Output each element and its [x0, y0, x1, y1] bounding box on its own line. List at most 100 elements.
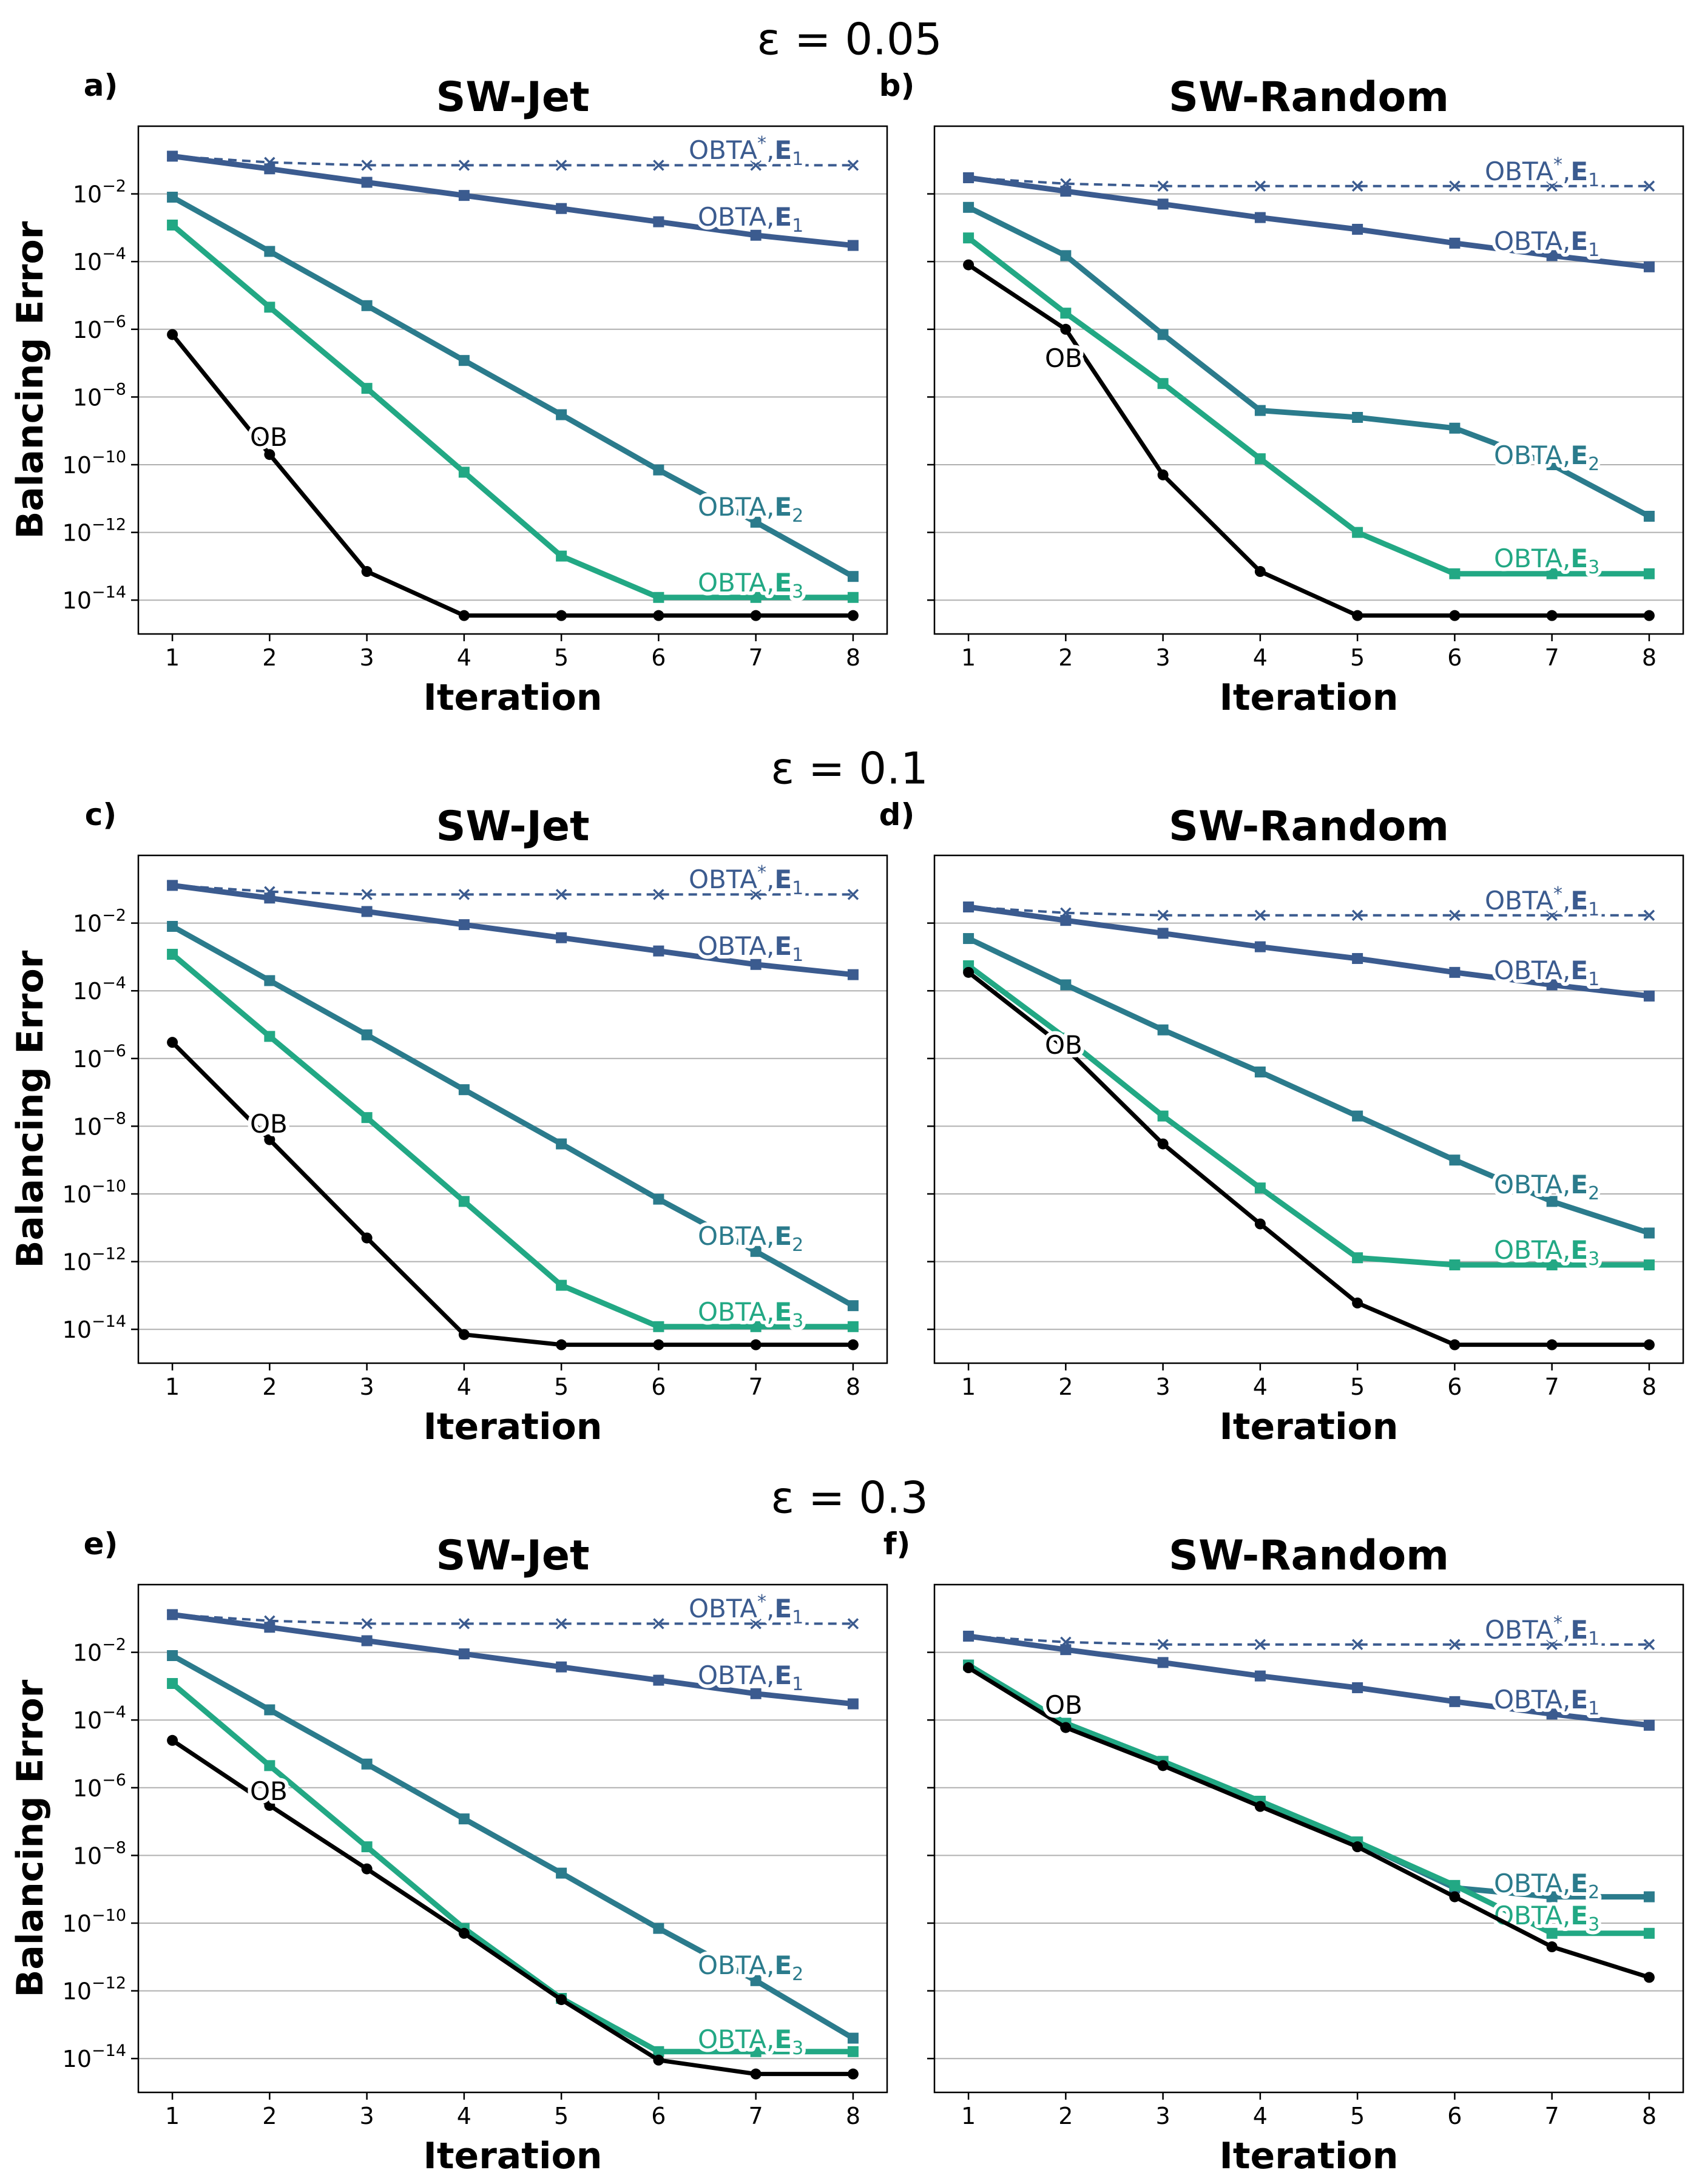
y-tick-label: 10−10 [62, 1177, 126, 1208]
data-point [555, 1618, 567, 1630]
data-point [750, 889, 762, 900]
data-point [361, 1618, 373, 1630]
x-tick-label: 4 [1253, 1373, 1268, 1400]
series-label-obta_e2: OBTA,E2 [1494, 1170, 1599, 1204]
x-axis-label: Iteration [424, 1406, 603, 1448]
y-tick-label: 10−8 [73, 1109, 126, 1140]
data-point [264, 302, 275, 313]
x-tick-label: 6 [1447, 644, 1462, 671]
data-point [1157, 329, 1169, 340]
data-point [1546, 1339, 1558, 1350]
data-point [1643, 1259, 1655, 1271]
data-point [1352, 952, 1363, 964]
data-point [1546, 1639, 1558, 1650]
data-point [1449, 909, 1461, 921]
data-point [555, 889, 567, 900]
data-point [361, 906, 373, 917]
y-tick-label: 10−8 [73, 380, 126, 411]
series-obta_e2: OBTA,E2 [167, 192, 859, 582]
data-point [1449, 1259, 1461, 1271]
data-point [1352, 1252, 1363, 1264]
data-point [458, 919, 470, 931]
data-point [750, 959, 762, 970]
series-obta_star_e1: OBTA*,E1 [962, 150, 1655, 195]
data-point [963, 933, 974, 945]
data-point [556, 409, 567, 420]
y-tick-label: 10−12 [62, 1245, 126, 1276]
data-point [963, 901, 974, 912]
x-tick-label: 3 [1156, 2103, 1170, 2129]
data-point [1254, 1182, 1266, 1194]
data-point [556, 1279, 567, 1291]
x-tick-label: 7 [749, 1373, 763, 1400]
data-point [361, 300, 373, 311]
y-tick-label: 10−4 [73, 974, 126, 1005]
data-point [1546, 250, 1558, 261]
data-point [458, 1329, 470, 1340]
data-point [361, 889, 373, 900]
data-point [556, 203, 567, 214]
data-point [556, 932, 567, 943]
data-point [1060, 1033, 1072, 1044]
series-obta_e3: OBTA,E3 [167, 948, 859, 1335]
data-point [750, 2046, 762, 2057]
x-tick-label: 4 [457, 644, 471, 671]
data-point [1157, 378, 1169, 389]
y-tick-label: 10−8 [73, 1838, 126, 1869]
data-point [556, 610, 567, 621]
x-tick-label: 6 [1447, 1373, 1462, 1400]
series-line [171, 924, 855, 1309]
data-point [264, 1799, 275, 1811]
row-title: ε = 0.1 [771, 743, 928, 794]
panel-d: 1 2 3 4 5 6 7 8 Iteration SW-Random d) OBTA*,E1 OBTA… [879, 797, 1684, 1448]
data-point [1157, 1760, 1169, 1771]
x-tick-label: 8 [846, 1373, 860, 1400]
data-point [458, 160, 470, 171]
data-point [1157, 1110, 1169, 1122]
series-line [171, 1738, 853, 2077]
data-point [1449, 1339, 1461, 1350]
panel-title: SW-Random [1169, 803, 1449, 851]
series-label-obta_e1: OBTA,E1 [698, 1660, 803, 1695]
series-line [968, 175, 1650, 270]
data-point [750, 592, 762, 603]
series-label-obta_e1: OBTA,E1 [1494, 1685, 1599, 1719]
data-point [167, 329, 178, 340]
series-label-obta_e2: OBTA,E2 [698, 1221, 803, 1256]
y-tick-label: 10−12 [62, 1974, 126, 2005]
x-axis-label: Iteration [1220, 1406, 1399, 1448]
panel-letter: c) [85, 797, 117, 832]
data-point [1546, 1891, 1558, 1903]
data-point [1157, 1024, 1169, 1036]
series-line [171, 333, 853, 618]
data-point [1351, 1639, 1363, 1650]
y-tick-label: 10−14 [62, 1312, 126, 1343]
series-obta_e3: OBTA,E3 [963, 1659, 1655, 1939]
data-point [1254, 1067, 1266, 1078]
data-point [1546, 909, 1558, 921]
data-point [458, 355, 470, 366]
panel-title: SW-Jet [436, 1532, 589, 1580]
data-point [264, 449, 275, 460]
x-tick-label: 5 [1350, 2103, 1365, 2129]
data-point [1546, 610, 1558, 621]
series-label-obta_star_e1: OBTA*,E1 [689, 862, 803, 899]
x-tick-label: 6 [651, 1373, 666, 1400]
series-label-obta_e3: OBTA,E3 [1494, 544, 1599, 578]
data-point [1352, 1682, 1363, 1693]
series-label-obta_e2: OBTA,E2 [1494, 1869, 1599, 1903]
data-point [1449, 1696, 1461, 1707]
data-point [1449, 422, 1461, 434]
series-label-ob: OB [250, 1776, 288, 1806]
data-point [1546, 1941, 1558, 1953]
data-point [264, 163, 275, 175]
series-ob: OB [963, 966, 1655, 1350]
data-point [167, 1609, 178, 1620]
data-point [750, 1618, 762, 1630]
series-obta_star_e1: OBTA*,E1 [166, 858, 859, 903]
y-tick-label: 10−2 [73, 177, 126, 208]
series-label-obta_e2: OBTA,E2 [1494, 440, 1599, 475]
x-tick-label: 1 [961, 1373, 976, 1400]
series-line [968, 1633, 1650, 1728]
series-line [967, 963, 1649, 1268]
